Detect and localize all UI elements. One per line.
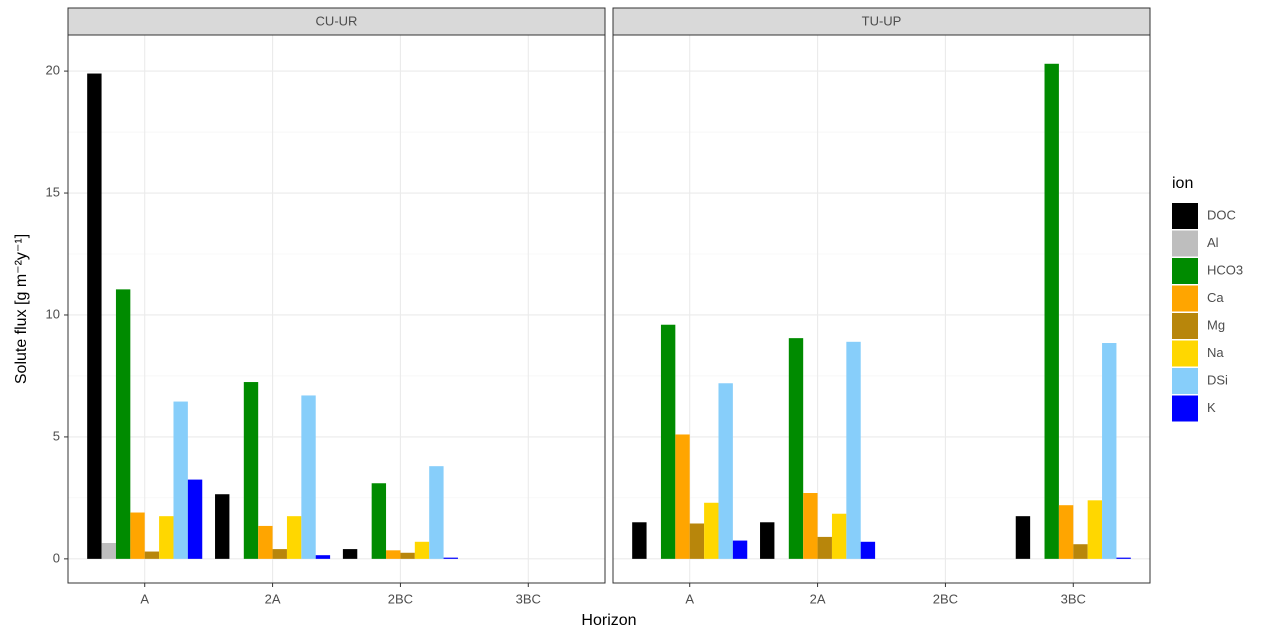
bar	[846, 341, 861, 559]
bar	[243, 382, 259, 559]
legend-key	[1172, 285, 1198, 312]
bar	[1073, 544, 1088, 559]
bar	[1102, 343, 1117, 559]
legend-key	[1172, 258, 1198, 284]
x-tick-label: 3BC	[1061, 591, 1086, 606]
bar	[632, 522, 647, 559]
legend-label: DSi	[1207, 372, 1228, 387]
legend-key	[1172, 203, 1198, 229]
bar	[315, 555, 331, 559]
legend-key	[1172, 313, 1198, 339]
y-tick-label: 10	[46, 306, 60, 321]
strip	[67, 7, 606, 36]
bar	[215, 494, 230, 559]
bar	[788, 338, 804, 559]
panel-background	[613, 35, 1150, 583]
y-tick-label: 20	[46, 63, 60, 78]
bar	[803, 493, 818, 559]
legend-label: Ca	[1207, 290, 1224, 305]
bar	[443, 557, 458, 559]
bar	[258, 525, 273, 559]
x-tick-label: 2BC	[388, 591, 413, 606]
y-tick-label: 15	[46, 184, 60, 199]
bar	[386, 550, 401, 559]
strip-label: TU-UP	[862, 13, 902, 28]
legend-label: DOC	[1207, 207, 1236, 222]
y-tick-label: 5	[53, 428, 60, 443]
panel-background	[68, 35, 605, 583]
bar	[173, 401, 188, 559]
bar	[429, 466, 444, 559]
legend-key	[1172, 340, 1198, 367]
x-tick-label: 3BC	[516, 591, 541, 606]
bar	[831, 513, 847, 559]
legend-label: Al	[1207, 235, 1219, 250]
bar	[400, 552, 415, 559]
y-axis-label: Solute flux [g m⁻²y⁻¹]	[13, 234, 30, 384]
bar	[414, 541, 430, 559]
x-tick-label: 2A	[265, 591, 281, 606]
bar	[817, 536, 832, 559]
legend-label: Na	[1207, 345, 1224, 360]
bar	[187, 479, 203, 559]
legend-label: Mg	[1207, 317, 1225, 332]
bar	[732, 540, 748, 559]
bar	[1058, 505, 1074, 559]
bar	[286, 516, 302, 559]
legend-key	[1172, 395, 1198, 422]
bar	[101, 543, 116, 559]
bar	[301, 395, 316, 559]
strip-label: CU-UR	[316, 13, 358, 28]
strip	[612, 7, 1151, 36]
bar	[1044, 63, 1059, 559]
bar	[760, 522, 775, 559]
bar	[704, 502, 719, 559]
x-tick-label: 2BC	[933, 591, 958, 606]
bar	[675, 434, 690, 559]
legend-label: K	[1207, 400, 1216, 415]
bar	[272, 549, 287, 559]
legend-label: HCO3	[1207, 262, 1243, 277]
bar	[660, 324, 676, 559]
bar	[159, 516, 174, 559]
x-tick-label: A	[140, 591, 149, 606]
bar	[1015, 516, 1031, 559]
bar	[860, 541, 876, 559]
bar	[371, 483, 387, 559]
x-axis-label: Horizon	[581, 612, 636, 629]
legend-title: ion	[1172, 175, 1193, 192]
x-tick-label: A	[685, 591, 694, 606]
bar	[115, 289, 131, 559]
bar	[1087, 500, 1103, 559]
x-tick-label: 2A	[810, 591, 826, 606]
bar	[144, 551, 160, 559]
legend-key	[1172, 368, 1198, 394]
legend-key	[1172, 230, 1198, 257]
bar	[342, 549, 358, 559]
bar	[718, 383, 733, 559]
bar	[689, 523, 705, 559]
bar	[87, 73, 102, 559]
bar	[130, 512, 145, 559]
bar	[1116, 557, 1131, 559]
y-tick-label: 0	[53, 550, 60, 565]
